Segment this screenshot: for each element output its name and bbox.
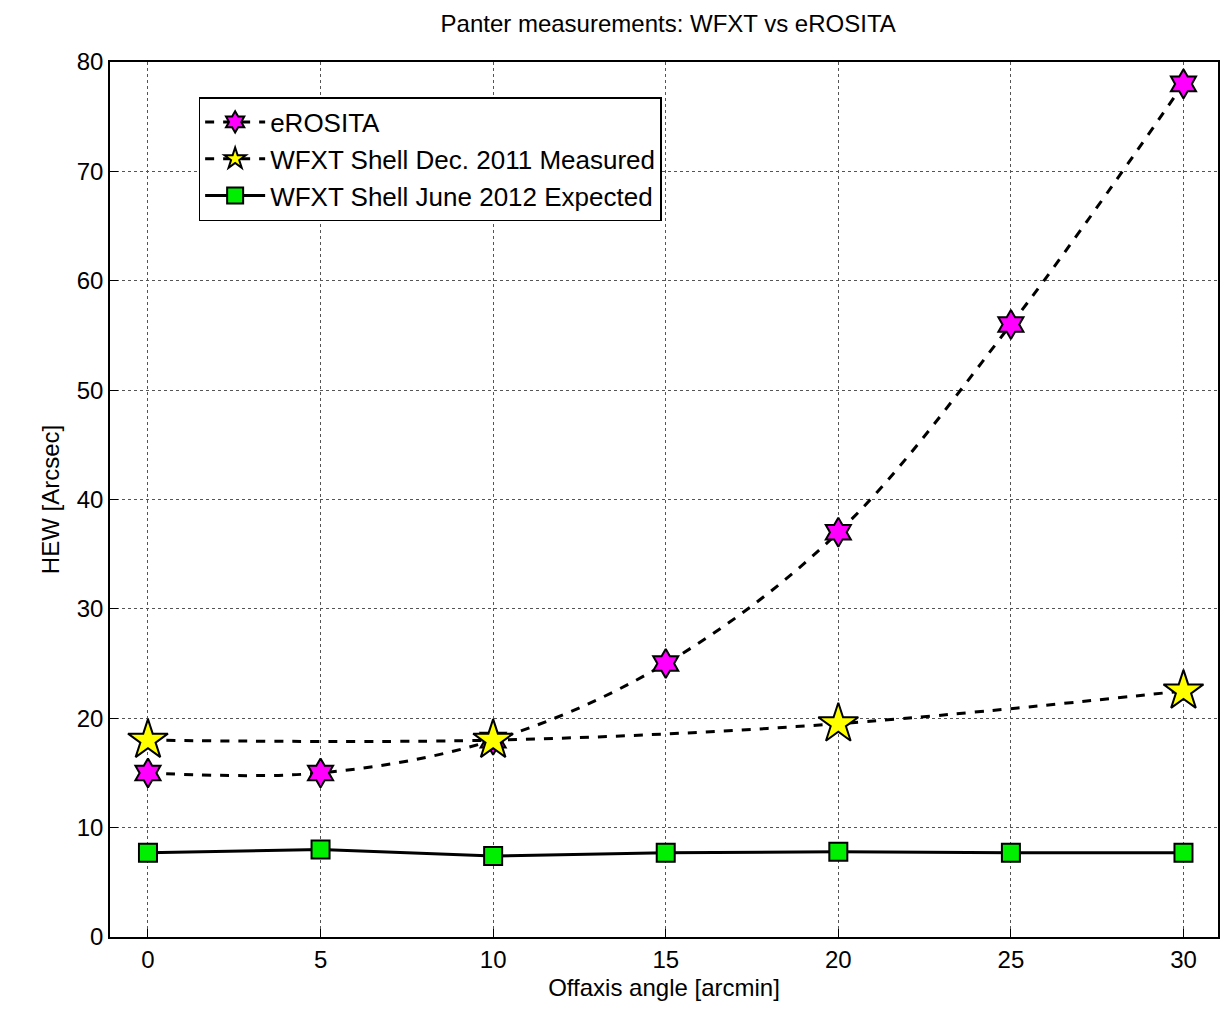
svg-text:5: 5 [314, 946, 327, 973]
svg-text:25: 25 [998, 946, 1025, 973]
svg-text:eROSITA: eROSITA [270, 108, 380, 138]
svg-text:HEW [Arcsec]: HEW [Arcsec] [37, 425, 64, 574]
svg-text:20: 20 [77, 705, 104, 732]
svg-text:30: 30 [77, 595, 104, 622]
svg-text:40: 40 [77, 486, 104, 513]
svg-text:80: 80 [77, 48, 104, 75]
svg-text:70: 70 [77, 158, 104, 185]
svg-text:60: 60 [77, 267, 104, 294]
svg-text:10: 10 [480, 946, 507, 973]
svg-text:Offaxis angle [arcmin]: Offaxis angle [arcmin] [548, 974, 780, 1001]
svg-text:0: 0 [141, 946, 154, 973]
svg-text:15: 15 [652, 946, 679, 973]
svg-text:10: 10 [77, 814, 104, 841]
svg-text:WFXT Shell Dec. 2011 Measured: WFXT Shell Dec. 2011 Measured [270, 145, 655, 175]
svg-text:WFXT Shell June 2012 Expected: WFXT Shell June 2012 Expected [270, 182, 653, 212]
svg-text:20: 20 [825, 946, 852, 973]
svg-text:Panter measurements: WFXT vs e: Panter measurements: WFXT vs eROSITA [441, 10, 896, 37]
svg-text:30: 30 [1170, 946, 1197, 973]
svg-text:50: 50 [77, 377, 104, 404]
svg-text:0: 0 [90, 923, 103, 950]
